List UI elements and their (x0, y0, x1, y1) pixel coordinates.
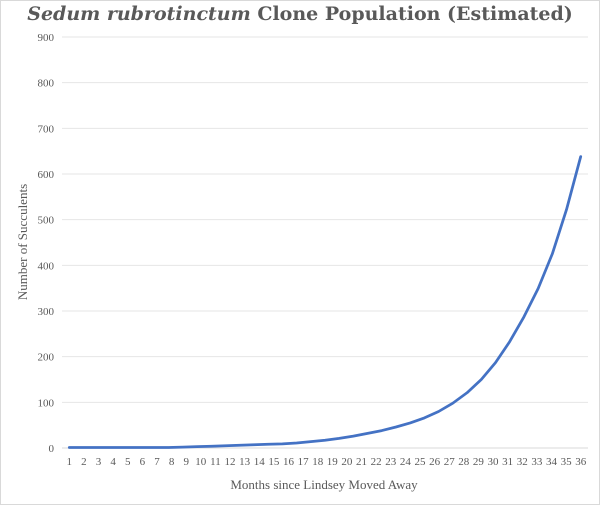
x-tick-label: 3 (96, 456, 102, 468)
x-axis-ticks: 1 2 3 4 5 6 7 8 9 10 11 12 13 14 15 16 17 18 19 20 21 22 23 24 2… (67, 456, 587, 468)
y-tick-label: 400 (38, 260, 55, 272)
x-tick-label: 26 (429, 456, 441, 468)
x-tick-label: 22 (371, 456, 382, 468)
x-tick-label: 2 (81, 456, 87, 468)
y-tick-label: 300 (38, 306, 55, 318)
gridlines (62, 36, 588, 449)
x-tick-label: 29 (473, 456, 485, 468)
x-tick-label: 18 (312, 456, 324, 468)
x-tick-label: 10 (195, 456, 207, 468)
y-tick-label: 900 (38, 32, 55, 44)
y-tick-label: 100 (38, 397, 55, 409)
x-tick-label: 7 (154, 456, 160, 468)
x-tick-label: 34 (546, 456, 558, 468)
x-tick-label: 15 (268, 456, 280, 468)
series-line-0 (67, 155, 583, 449)
x-tick-label: 35 (561, 456, 573, 468)
x-tick-label: 28 (458, 456, 470, 468)
x-tick-label: 21 (356, 456, 367, 468)
x-tick-label: 5 (125, 456, 131, 468)
x-tick-label: 36 (575, 456, 587, 468)
x-axis-title: Months since Lindsey Moved Away (230, 477, 418, 492)
x-tick-label: 9 (183, 456, 189, 468)
x-tick-label: 1 (67, 456, 73, 468)
x-tick-label: 12 (225, 456, 236, 468)
x-tick-label: 11 (210, 456, 221, 468)
x-tick-label: 17 (298, 456, 310, 468)
chart-title-rest: Clone Population (Estimated) (257, 3, 573, 25)
x-tick-label: 25 (414, 456, 426, 468)
y-tick-label: 700 (38, 123, 55, 135)
y-axis-ticks: 0 100 200 300 400 500 600 700 800 900 (38, 32, 55, 455)
x-tick-label: 23 (385, 456, 397, 468)
x-tick-label: 6 (140, 456, 146, 468)
x-tick-label: 32 (517, 456, 528, 468)
y-tick-label: 600 (38, 169, 55, 181)
y-tick-label: 500 (38, 215, 55, 227)
x-tick-label: 16 (283, 456, 295, 468)
y-tick-label: 200 (38, 352, 55, 364)
chart-title-italic: Sedum rubrotinctum (27, 3, 251, 25)
x-tick-label: 24 (400, 456, 412, 468)
x-tick-label: 14 (254, 456, 266, 468)
x-tick-label: 4 (110, 456, 116, 468)
x-tick-label: 30 (488, 456, 500, 468)
x-tick-label: 31 (502, 456, 513, 468)
x-tick-label: 19 (327, 456, 339, 468)
x-tick-label: 8 (169, 456, 175, 468)
x-tick-label: 27 (444, 456, 456, 468)
chart-title: Sedum rubrotinctum Clone Population (Est… (0, 3, 600, 25)
y-tick-label: 0 (49, 443, 55, 455)
y-axis-title: Number of Succulents (15, 184, 30, 300)
series-layer (67, 155, 583, 449)
x-tick-label: 13 (239, 456, 251, 468)
x-tick-label: 33 (531, 456, 543, 468)
x-tick-label: 20 (341, 456, 353, 468)
y-tick-label: 800 (38, 78, 55, 90)
